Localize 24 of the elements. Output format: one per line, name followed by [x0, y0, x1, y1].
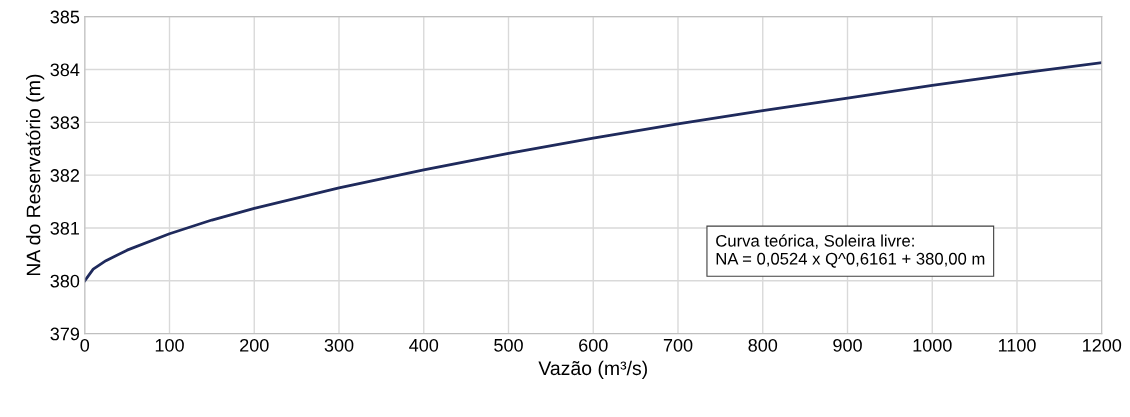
- x-tick-label: 1000: [913, 338, 952, 352]
- y-axis-title: NA do Reservatório (m): [25, 74, 45, 276]
- x-tick-label: 700: [663, 338, 693, 352]
- y-tick-label: 383: [50, 116, 80, 130]
- x-tick-label: 0: [80, 338, 90, 352]
- x-tick-label: 600: [579, 338, 608, 352]
- x-tick-label: 900: [833, 338, 862, 352]
- x-tick-label: 500: [494, 338, 523, 352]
- y-tick-label: 381: [50, 221, 80, 235]
- y-tick-label: 379: [50, 327, 80, 341]
- x-axis-title: Vazão (m³/s): [538, 360, 647, 379]
- x-tick-label: 200: [240, 338, 269, 352]
- annotation: Curva teórica, Soleira livre: NA = 0,0524 x Q^0,6161 + 380,00 m: [716, 234, 985, 268]
- line-series: [84, 61, 1102, 283]
- x-tick-label: 1100: [998, 338, 1036, 352]
- y-tick-label: 380: [50, 274, 80, 288]
- y-tick-label: 384: [50, 63, 80, 77]
- x-tick-label: 400: [409, 338, 439, 352]
- x-tick-label: 1200: [1083, 338, 1122, 352]
- y-tick-label: 385: [50, 10, 80, 24]
- y-tick-label: 382: [50, 169, 79, 182]
- x-tick-label: 100: [155, 338, 184, 352]
- x-tick-label: 300: [324, 338, 354, 352]
- x-tick-label: 800: [748, 338, 778, 352]
